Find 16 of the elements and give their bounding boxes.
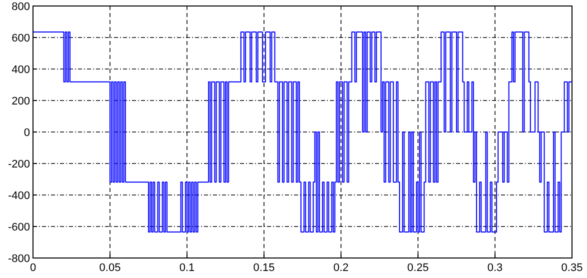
x-tick-label: 0.05: [99, 262, 121, 274]
y-tick-label: 600: [12, 32, 30, 44]
x-tick-label: 0.1: [179, 262, 195, 274]
y-tick-label: 0: [24, 127, 30, 139]
x-tick-label: 0.2: [333, 262, 349, 274]
x-tick-label: 0.25: [407, 262, 429, 274]
y-tick-label: -400: [8, 190, 30, 202]
y-tick-label: -600: [8, 222, 30, 234]
y-tick-label: 400: [12, 64, 30, 76]
y-tick-label: -800: [8, 253, 30, 265]
x-tick-label: 0.35: [561, 262, 583, 274]
y-tick-label: -200: [8, 158, 30, 170]
x-tick-label: 0.3: [487, 262, 503, 274]
y-tick-label: 200: [12, 96, 30, 108]
x-tick-label: 0.15: [253, 262, 275, 274]
y-tick-label: 800: [12, 1, 30, 13]
